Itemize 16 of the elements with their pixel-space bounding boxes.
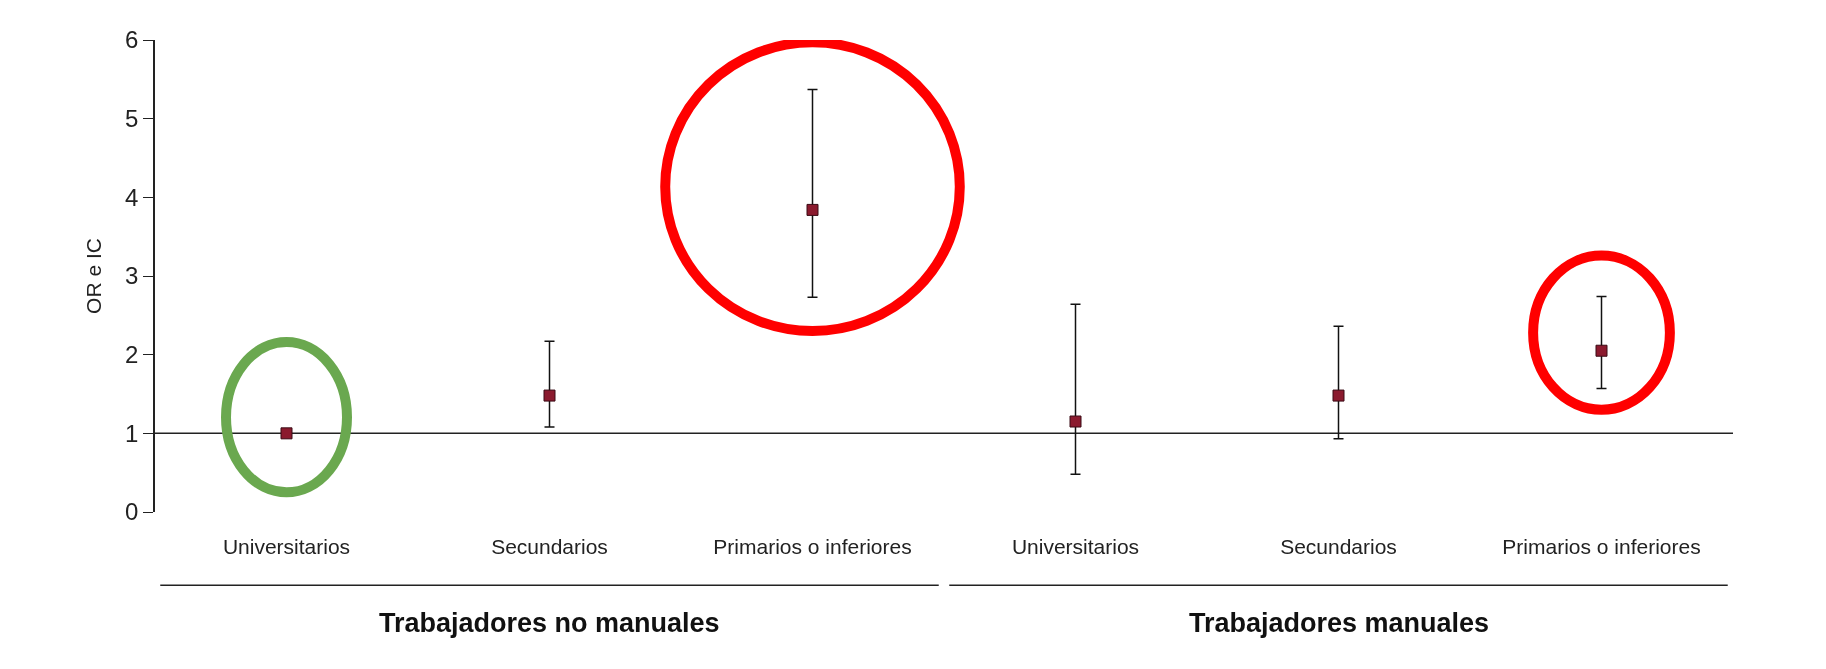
y-tick-label: 4 <box>125 183 139 211</box>
x-tick-label: Universitarios <box>1011 535 1140 558</box>
y-tick-label: 1 <box>125 419 139 447</box>
y-tick-label: 3 <box>125 262 139 290</box>
y-tick-label: 0 <box>125 498 139 526</box>
x-tick-label: Primarios o inferiores <box>1502 535 1701 558</box>
y-axis-title: OR e IC <box>81 238 105 314</box>
y-tick-label: 5 <box>125 105 139 133</box>
x-tick-label: Universitarios <box>222 535 351 558</box>
x-tick-label: Secundarios <box>491 535 608 558</box>
x-tick-label: Secundarios <box>1280 535 1397 558</box>
text: Trabajadores manuales <box>1189 608 1490 638</box>
text: Trabajadores no manuales <box>379 608 720 638</box>
y-tick-label: 6 <box>125 26 139 54</box>
y-tick-label: 2 <box>125 341 139 369</box>
x-tick-label: Primarios o inferiores <box>713 535 912 558</box>
